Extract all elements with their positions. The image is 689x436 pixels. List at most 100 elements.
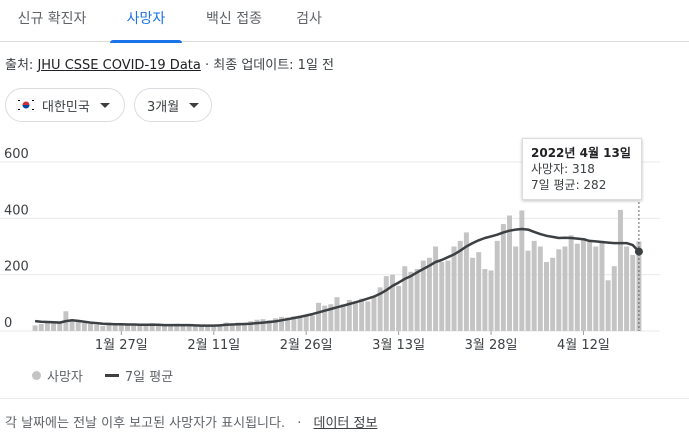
country-dropdown[interactable]: 대한민국 [5,88,125,122]
bar [94,324,100,331]
x-tick-label: 2월 26일 [280,338,333,353]
bar [451,246,457,331]
bar [500,223,506,331]
bar [433,246,439,331]
bar [482,269,488,331]
bar-legend-icon [32,371,41,380]
tab-tests[interactable]: 검사 [296,11,322,27]
bar [328,304,334,331]
tooltip-avg: 7일 평균: 282 [531,178,607,192]
y-axis: 0 200 400 600 [4,147,29,331]
line-legend-icon [104,374,119,377]
bar [537,246,543,331]
bar [322,305,328,331]
data-info-link[interactable]: 데이터 정보 [313,416,378,431]
bar [580,238,586,331]
bar [587,240,593,331]
source-line: 출처: JHU CSSE COVID-19 Data · 최종 업데이트: 1일… [5,54,334,73]
bar [525,250,531,331]
period-dropdown[interactable]: 3개월 [134,88,212,122]
tab-deaths[interactable]: 사망자 [110,0,182,43]
footer-note: 각 날짜에는 전날 이후 보고된 사망자가 표시됩니다. · 데이터 정보 [5,412,377,431]
bar [51,323,57,331]
chevron-down-icon [99,102,110,108]
tab-vaccination[interactable]: 백신 접종 [206,11,262,27]
period-label: 3개월 [147,99,180,115]
bar [309,315,315,331]
bar [562,246,568,331]
bar [463,232,469,331]
bar [316,302,321,331]
bar [340,304,346,331]
bar [279,316,285,331]
bar [599,240,605,331]
bar [605,280,611,331]
bar [371,297,377,331]
bar [377,287,383,331]
bar [420,260,426,331]
chart-bars [32,209,642,331]
bar [383,276,389,331]
bar [272,318,278,331]
bar [266,320,272,331]
deaths-chart: 0 200 400 600 1월 27일 2월 11일 2월 26일 3월 13일 3월 28… [0,138,660,353]
bar [439,261,445,331]
bar [303,315,309,331]
source-link[interactable]: JHU CSSE COVID-19 Data [37,58,201,73]
bar [396,285,402,331]
source-separator: · [200,58,214,73]
y-tick-label: 0 [4,316,12,331]
bar [131,324,137,331]
tooltip-date: 2022년 4월 13일 [531,146,631,160]
bar [211,324,217,331]
bar [513,246,519,331]
chart-line [34,227,640,327]
bar [32,325,38,331]
bar [365,301,371,331]
x-tick-label: 2월 11일 [187,338,240,353]
bar [168,324,174,331]
bar [229,323,235,331]
bar [556,249,562,331]
hover-dot [634,247,643,256]
bar [550,257,556,331]
bar [149,323,155,331]
bar [285,317,291,331]
bar [488,270,494,331]
x-tick-label: 3월 13일 [372,338,425,353]
bar [75,321,81,331]
bar [470,257,476,331]
bar [198,326,204,331]
bar [445,260,451,331]
bar [414,269,420,331]
x-tick-label: 3월 28일 [465,338,518,353]
tooltip-deaths: 사망자: 318 [531,162,595,176]
bar [217,324,223,331]
chevron-down-icon [189,102,200,108]
bar [426,257,432,331]
bar [519,210,525,331]
tab-new-cases[interactable]: 신규 확진자 [17,11,87,27]
x-tick-label: 4월 12일 [557,338,610,353]
korea-flag-icon [16,98,36,112]
bar [155,323,161,331]
bar [192,325,198,331]
legend-avg: 7일 평균 [124,370,174,385]
y-tick-label: 600 [4,147,29,162]
bar [174,323,180,331]
country-label: 대한민국 [42,99,90,115]
bar [544,261,549,331]
bar [118,324,124,331]
chart-legend: 사망자 7일 평균 [32,366,173,385]
avg-line [34,227,640,327]
bar [205,325,211,331]
divider [0,398,689,399]
bar [359,298,365,331]
bar [137,325,143,331]
y-tick-label: 400 [4,203,29,218]
bar [574,243,580,331]
bar [408,271,414,331]
bar [346,300,352,331]
footer-text: 각 날짜에는 전날 이후 보고된 사망자가 표시됩니다. [5,416,286,431]
bar [112,325,118,331]
